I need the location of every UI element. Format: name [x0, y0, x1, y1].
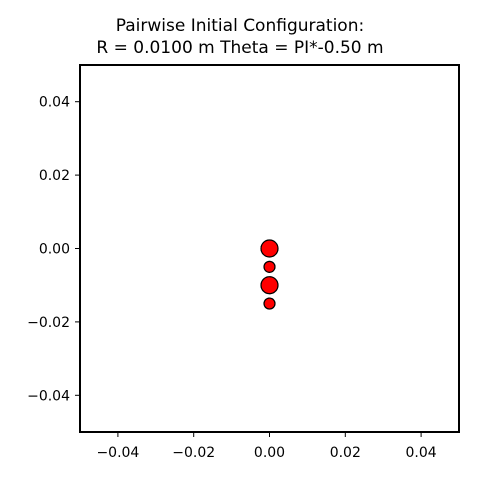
- data-point-edge: [263, 260, 276, 273]
- y-tick-label: 0.04: [39, 95, 70, 111]
- axis-ticks: −0.04 −0.02 0.00 0.02 0.04 −0.04 −0.02 0.00 0.02…: [27, 95, 437, 461]
- data-point-edge: [260, 276, 279, 295]
- x-tick-label: 0.00: [254, 445, 285, 461]
- plot-frame: [79, 64, 460, 433]
- data-point: [260, 276, 279, 295]
- chart-title-line-1: Pairwise Initial Configuration:: [115, 16, 365, 36]
- data-point: [263, 260, 276, 273]
- y-tick-label: −0.04: [27, 388, 70, 404]
- data-point: [263, 297, 276, 310]
- data-point-edge: [263, 297, 276, 310]
- x-tick-label: −0.04: [96, 445, 139, 461]
- x-tick-label: −0.02: [172, 445, 215, 461]
- chart-title-line-2: R = 0.0100 m Theta = PI*-0.50 m: [96, 38, 384, 58]
- data-points: [260, 239, 279, 310]
- x-tick-label: 0.04: [406, 445, 437, 461]
- y-tick-label: −0.02: [27, 315, 70, 331]
- x-tick-label: 0.02: [330, 445, 361, 461]
- y-tick-label: 0.02: [39, 168, 70, 184]
- y-tick-label: 0.00: [39, 242, 70, 258]
- data-point-edge: [260, 239, 279, 258]
- data-point: [260, 239, 279, 258]
